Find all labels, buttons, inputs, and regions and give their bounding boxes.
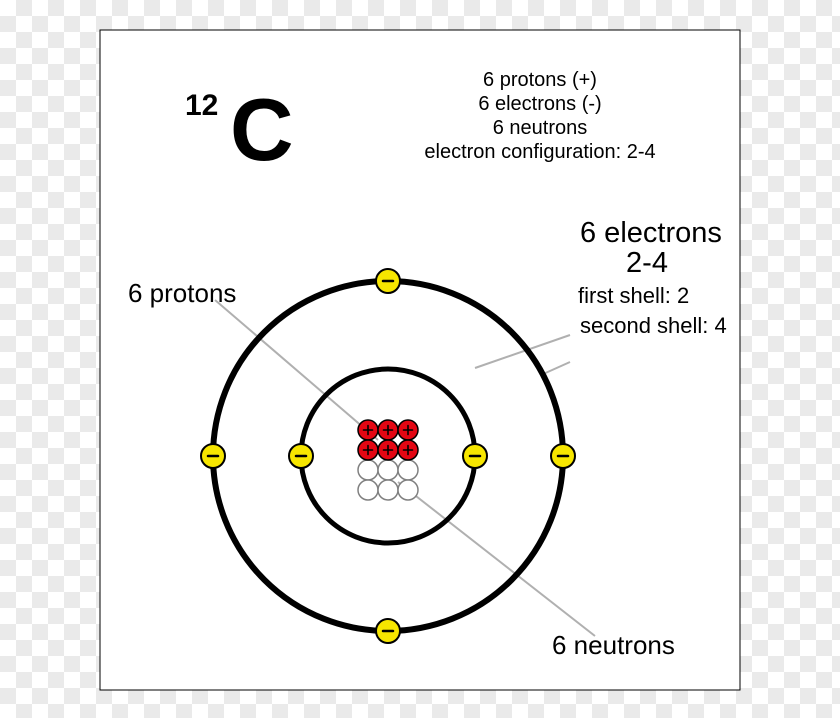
mass-number: 12 xyxy=(185,89,218,122)
neutron xyxy=(358,480,378,500)
header-line: 6 electrons (-) xyxy=(478,93,601,115)
element-symbol: C xyxy=(230,80,294,179)
neutron xyxy=(398,460,418,480)
header-line: electron configuration: 2-4 xyxy=(424,141,655,163)
protons-label: 6 protons xyxy=(128,278,236,308)
neutron xyxy=(378,460,398,480)
header-line: 6 neutrons xyxy=(493,117,588,139)
panel xyxy=(100,30,740,690)
neutron xyxy=(398,480,418,500)
atom-diagram-svg: 12C6 protons (+)6 electrons (-)6 neutron… xyxy=(0,0,840,718)
electrons-line2: 2-4 xyxy=(626,247,668,279)
neutron xyxy=(358,460,378,480)
first-shell-label: first shell: 2 xyxy=(578,283,689,308)
electrons-line1: 6 electrons xyxy=(580,217,722,249)
neutron xyxy=(378,480,398,500)
header-line: 6 protons (+) xyxy=(483,69,597,91)
second-shell-label: second shell: 4 xyxy=(580,313,727,338)
neutrons-label: 6 neutrons xyxy=(552,630,675,660)
checker-stage: 12C6 protons (+)6 electrons (-)6 neutron… xyxy=(0,0,840,718)
